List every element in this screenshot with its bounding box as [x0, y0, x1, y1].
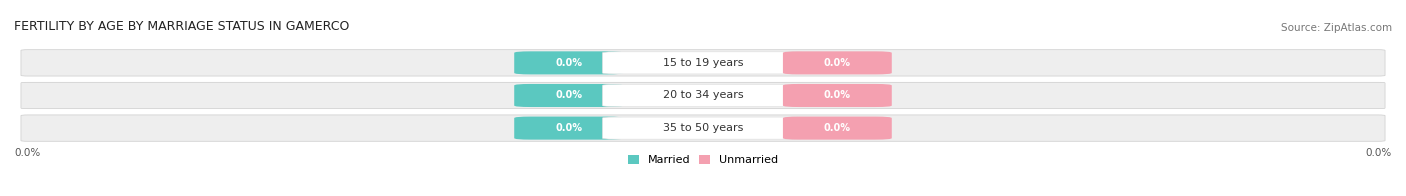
FancyBboxPatch shape — [515, 51, 623, 74]
Legend: Married, Unmarried: Married, Unmarried — [627, 155, 779, 165]
Text: 0.0%: 0.0% — [14, 148, 41, 158]
FancyBboxPatch shape — [602, 52, 804, 74]
Text: 0.0%: 0.0% — [555, 123, 582, 133]
Text: 0.0%: 0.0% — [824, 91, 851, 101]
FancyBboxPatch shape — [602, 117, 804, 139]
FancyBboxPatch shape — [783, 51, 891, 74]
Text: 0.0%: 0.0% — [824, 123, 851, 133]
FancyBboxPatch shape — [602, 84, 804, 107]
Text: 0.0%: 0.0% — [555, 58, 582, 68]
FancyBboxPatch shape — [515, 117, 623, 140]
FancyBboxPatch shape — [515, 84, 623, 107]
FancyBboxPatch shape — [21, 82, 1385, 109]
Text: 20 to 34 years: 20 to 34 years — [662, 91, 744, 101]
Text: 15 to 19 years: 15 to 19 years — [662, 58, 744, 68]
Text: 35 to 50 years: 35 to 50 years — [662, 123, 744, 133]
Text: 0.0%: 0.0% — [824, 58, 851, 68]
Text: 0.0%: 0.0% — [555, 91, 582, 101]
FancyBboxPatch shape — [783, 84, 891, 107]
Text: Source: ZipAtlas.com: Source: ZipAtlas.com — [1281, 23, 1392, 33]
FancyBboxPatch shape — [21, 50, 1385, 76]
FancyBboxPatch shape — [783, 117, 891, 140]
Text: 0.0%: 0.0% — [1365, 148, 1392, 158]
FancyBboxPatch shape — [21, 115, 1385, 141]
Text: FERTILITY BY AGE BY MARRIAGE STATUS IN GAMERCO: FERTILITY BY AGE BY MARRIAGE STATUS IN G… — [14, 20, 350, 33]
